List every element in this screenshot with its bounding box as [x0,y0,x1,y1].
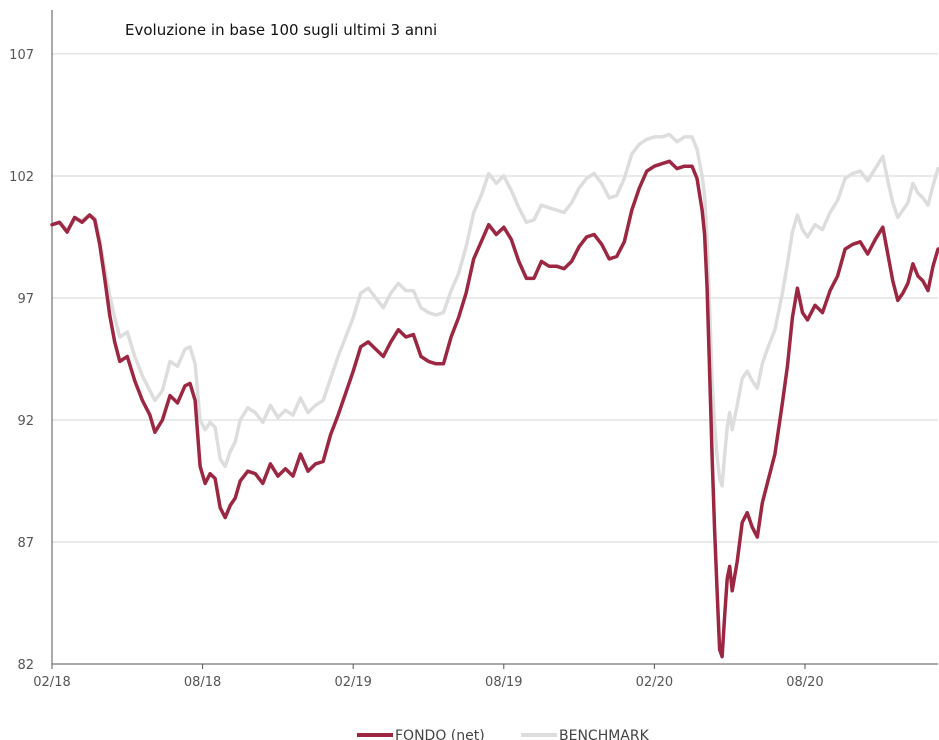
y-tick-label: 82 [17,658,34,673]
y-tick-label: 92 [17,414,34,429]
x-tick-label: 08/18 [184,675,221,690]
x-tick-label: 08/19 [485,675,522,690]
x-axis: 02/18 08/18 02/19 08/19 02/20 08/20 [33,10,938,690]
y-tick-label: 107 [9,48,34,63]
grid-lines [52,53,938,543]
legend: FONDO (net) BENCHMARK [357,728,650,740]
y-tick-label: 102 [9,170,34,185]
legend-label: FONDO (net) [395,728,485,740]
y-tick-label: 97 [17,292,34,307]
legend-label: BENCHMARK [559,728,650,740]
y-tick-label: 87 [17,536,34,551]
x-tick-label: 02/19 [334,675,371,690]
x-tick-label: 02/20 [636,675,673,690]
series-lines [50,132,939,659]
y-axis-ticks: 82 87 92 97 102 107 [9,48,34,673]
x-tick-label: 08/20 [786,675,823,690]
x-tick-label: 02/18 [33,675,70,690]
series-line-benchmark [50,132,939,488]
series-line-fondo [50,159,939,659]
chart-title: Evoluzione in base 100 sugli ultimi 3 an… [125,21,437,39]
